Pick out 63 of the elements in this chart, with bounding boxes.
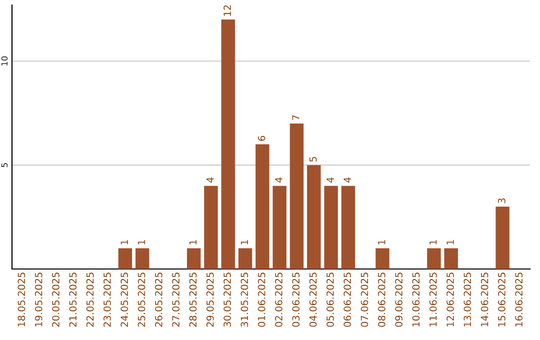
bar [135,248,150,269]
data-label: 1 [378,240,386,244]
data-label: 4 [206,177,214,183]
x-tick-label: 13.06.2025 [464,272,472,326]
x-tick-label: 26.05.2025 [154,272,162,327]
data-label: 12 [224,5,231,16]
data-label: 7 [292,115,300,120]
data-label: 4 [344,177,351,183]
x-tick-label: 28.05.2025 [189,272,197,327]
x-tick-label: 20.05.2025 [52,272,60,327]
x-tick-label: 27.05.2025 [172,272,180,327]
bar [186,248,201,269]
data-label: 4 [275,177,282,183]
x-tick-label: 23.05.2025 [104,272,111,327]
x-tick-label: 29.05.2025 [206,272,214,327]
data-label: 1 [430,240,437,244]
bar [256,144,270,269]
y-tick-label: 10 [1,56,8,66]
bar [324,186,338,269]
x-tick-label: 05.06.2025 [326,272,334,327]
data-label: 5 [309,156,317,162]
x-tick-label: 21.05.2025 [69,272,77,327]
data-label: 1 [446,240,454,244]
x-tick-label: 08.06.2025 [378,272,386,327]
x-tick-label: 06.06.2025 [344,272,352,327]
bar [238,248,252,269]
data-label: 1 [189,240,196,244]
x-tick-label: 11.06.2025 [429,272,437,326]
x-tick-label: 14.06.2025 [480,272,488,326]
x-tick-label: 04.06.2025 [309,272,317,327]
data-label: 1 [138,240,146,244]
data-label: 4 [326,177,334,183]
x-tick-label: 31.05.2025 [240,272,248,327]
data-label: 1 [240,240,248,244]
x-tick-label: 25.05.2025 [138,272,146,327]
x-tick-label: 30.05.2025 [224,272,231,327]
bar [118,248,132,269]
data-label: 3 [498,198,506,204]
bar [290,123,304,269]
data-label: 6 [258,136,266,141]
bar [204,186,218,269]
data-label: 1 [120,240,128,244]
x-tick-label: 15.06.2025 [498,272,506,326]
x-tick-label: 18.05.2025 [18,272,26,326]
x-tick-label: 03.06.2025 [292,272,300,327]
bar [444,248,458,269]
x-tick-label: 07.06.2025 [360,272,368,327]
bar [427,248,441,269]
x-tick-label: 22.05.2025 [86,272,94,327]
x-tick-label: 02.06.2025 [275,272,282,327]
bar [272,186,286,269]
x-tick-label: 12.06.2025 [446,272,454,326]
x-tick-label: 16.06.2025 [515,272,523,326]
bar [496,206,510,269]
bar [221,20,235,269]
x-tick-label: 01.06.2025 [258,272,266,327]
bar [341,186,356,269]
bar [376,248,390,269]
x-tick-label: 10.06.2025 [412,272,420,326]
bar [307,165,321,269]
x-tick-label: 19.05.2025 [34,272,42,326]
x-tick-label: 09.06.2025 [395,272,402,327]
x-tick-label: 24.05.2025 [120,272,128,327]
